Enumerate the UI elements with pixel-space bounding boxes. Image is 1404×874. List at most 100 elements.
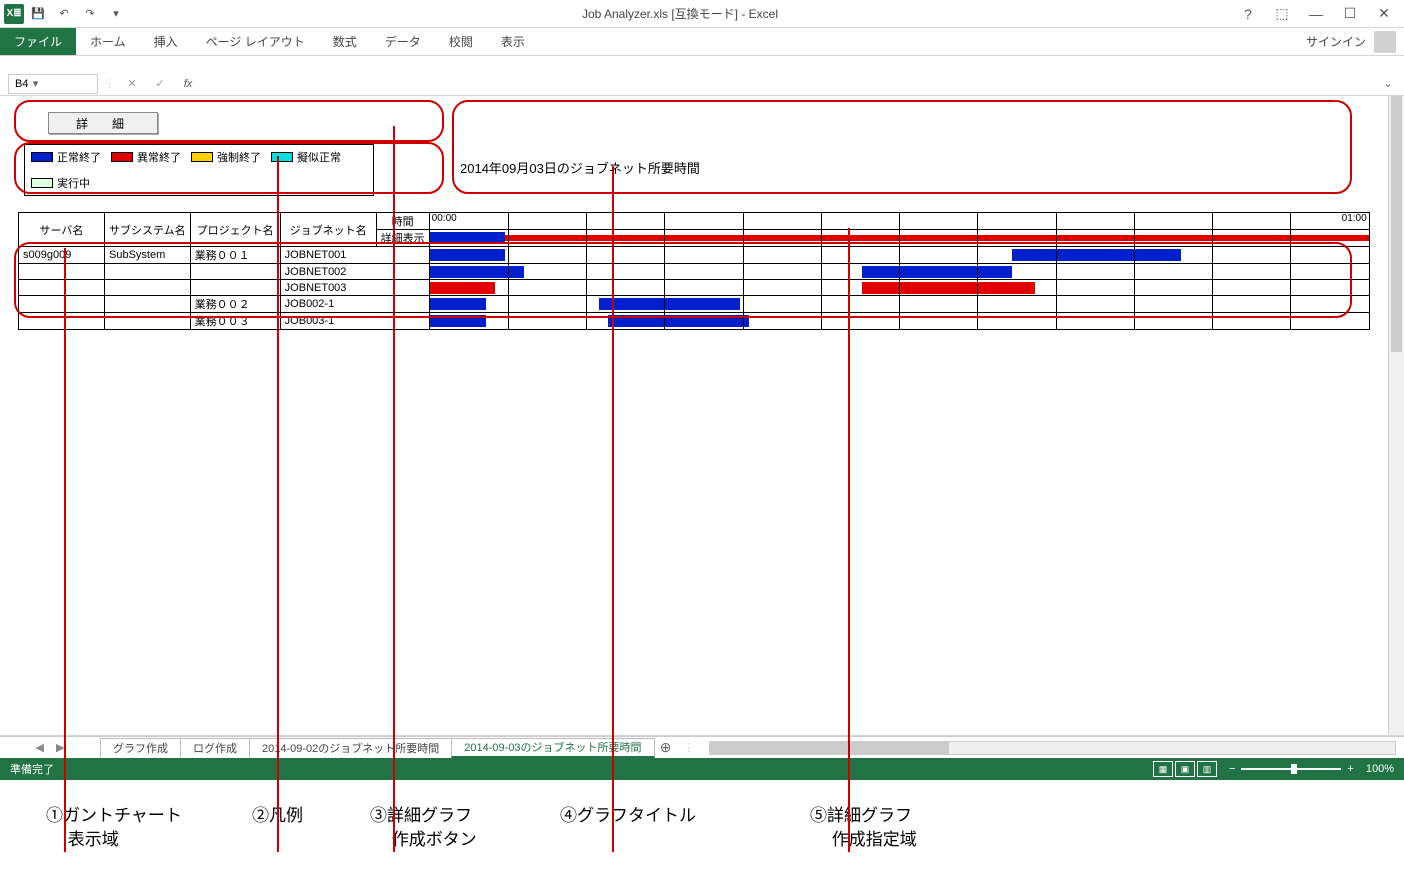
- header-time: 時間: [376, 213, 429, 230]
- cell-project: 業務００１: [190, 247, 280, 264]
- sheet-tab[interactable]: ログ作成: [180, 738, 250, 758]
- gridline: [508, 280, 509, 295]
- timeline-cell: [429, 247, 1369, 264]
- header-subsystem: サブシステム名: [105, 213, 191, 247]
- timeline-header: 00:0001:00: [429, 213, 1369, 230]
- ribbon-tab-data[interactable]: データ: [371, 28, 435, 55]
- legend: 正常終了異常終了強制終了擬似正常実行中: [24, 144, 374, 196]
- formula-expand-icon[interactable]: ⌄: [1380, 77, 1396, 90]
- time-label: 00:00: [432, 213, 457, 224]
- gridline: [899, 230, 900, 246]
- ribbon-tab-view[interactable]: 表示: [487, 28, 539, 55]
- separator: ⋮: [104, 77, 115, 90]
- sheet-tab[interactable]: 2014-09-03のジョブネット所要時間: [451, 738, 654, 758]
- gridline: [977, 264, 978, 279]
- legend-swatch: [31, 178, 53, 188]
- view-normal-button[interactable]: ▦: [1153, 761, 1173, 777]
- table-row: s009g009SubSystem業務００１JOBNET001: [19, 247, 1370, 264]
- gridline: [1134, 313, 1135, 329]
- detail-button[interactable]: 詳 細: [48, 112, 158, 134]
- ribbon-options-button[interactable]: ⬚: [1266, 2, 1298, 26]
- gridline: [1290, 280, 1291, 295]
- cell-subsystem: [105, 264, 191, 280]
- gridline: [586, 313, 587, 329]
- gridline: [1134, 230, 1135, 246]
- gantt-bar: [430, 266, 524, 278]
- minimize-button[interactable]: —: [1300, 2, 1332, 26]
- cell-jobnet: JOBNET003: [280, 280, 429, 296]
- zoom-in-icon[interactable]: +: [1347, 763, 1353, 775]
- undo-button[interactable]: ↶: [52, 2, 76, 26]
- ribbon-tab-formulas[interactable]: 数式: [319, 28, 371, 55]
- gantt-bar: [430, 232, 505, 244]
- vertical-scroll-thumb[interactable]: [1391, 96, 1402, 352]
- title-bar: X≣ 💾 ↶ ↷ ▾ Job Analyzer.xls [互換モード] - Ex…: [0, 0, 1404, 28]
- gridline: [508, 213, 509, 229]
- name-box-dropdown-icon[interactable]: ▾: [28, 77, 42, 90]
- callout-4: ④グラフタイトル: [560, 804, 696, 828]
- gridline: [1056, 280, 1057, 295]
- maximize-button[interactable]: ☐: [1334, 2, 1366, 26]
- cell-jobnet: JOB003-1: [280, 313, 429, 330]
- legend-label: 擬似正常: [297, 149, 341, 165]
- formula-bar: B4 ▾ ⋮ ✕ ✓ fx ⌄: [0, 72, 1404, 96]
- horizontal-scroll-thumb[interactable]: [710, 742, 950, 754]
- close-button[interactable]: ✕: [1368, 2, 1400, 26]
- gridline: [508, 296, 509, 312]
- redo-button[interactable]: ↷: [78, 2, 102, 26]
- horizontal-scrollbar[interactable]: [709, 741, 1396, 755]
- ribbon-tab-home[interactable]: ホーム: [76, 28, 140, 55]
- zoom-out-icon[interactable]: −: [1229, 763, 1235, 775]
- cell-jobnet: JOB002-1: [280, 296, 429, 313]
- name-box[interactable]: B4 ▾: [8, 74, 98, 94]
- help-button[interactable]: ?: [1232, 2, 1264, 26]
- qat-dropdown[interactable]: ▾: [104, 2, 128, 26]
- gantt-bar: [430, 298, 486, 310]
- gridline: [899, 313, 900, 329]
- table-row: 業務００２JOB002-1: [19, 296, 1370, 313]
- signin-link[interactable]: サインイン: [1306, 33, 1366, 50]
- fx-icon[interactable]: fx: [177, 74, 199, 94]
- sheet-tab[interactable]: グラフ作成: [100, 738, 181, 758]
- header-project: プロジェクト名: [190, 213, 280, 247]
- gridline: [664, 264, 665, 279]
- sheet-tabs-row: ◀ ▶ グラフ作成ログ作成2014-09-02のジョブネット所要時間2014-0…: [0, 736, 1404, 758]
- gridline: [899, 247, 900, 263]
- sheet-tab[interactable]: 2014-09-02のジョブネット所要時間: [249, 738, 452, 758]
- legend-label: 正常終了: [57, 149, 101, 165]
- sheet-nav-next-icon[interactable]: ▶: [56, 741, 64, 754]
- enter-formula-icon[interactable]: ✓: [149, 74, 171, 94]
- gridline: [743, 247, 744, 263]
- gridline: [743, 213, 744, 229]
- add-sheet-button[interactable]: ⊕: [654, 739, 678, 756]
- gridline: [1212, 264, 1213, 279]
- avatar-icon[interactable]: [1374, 31, 1396, 53]
- separator: ⋮: [684, 741, 695, 754]
- ribbon-tab-file[interactable]: ファイル: [0, 28, 76, 55]
- sheet-nav-prev-icon[interactable]: ◀: [36, 741, 44, 754]
- ribbon-tab-review[interactable]: 校閲: [435, 28, 487, 55]
- gridline: [899, 264, 900, 279]
- status-ready: 準備完了: [10, 761, 54, 777]
- gridline: [743, 264, 744, 279]
- cancel-formula-icon[interactable]: ✕: [121, 74, 143, 94]
- view-pagelayout-button[interactable]: ▣: [1175, 761, 1195, 777]
- zoom-value[interactable]: 100%: [1366, 763, 1394, 775]
- gridline: [1290, 296, 1291, 312]
- zoom-slider[interactable]: − +: [1229, 763, 1354, 775]
- legend-item: 異常終了: [111, 149, 181, 165]
- save-button[interactable]: 💾: [26, 2, 50, 26]
- gridline: [1056, 213, 1057, 229]
- gridline: [977, 247, 978, 263]
- ribbon-tab-insert[interactable]: 挿入: [140, 28, 192, 55]
- ribbon-tab-pagelayout[interactable]: ページ レイアウト: [192, 28, 319, 55]
- view-pagebreak-button[interactable]: ▥: [1197, 761, 1217, 777]
- window-title: Job Analyzer.xls [互換モード] - Excel: [128, 5, 1232, 22]
- table-row: JOBNET003: [19, 280, 1370, 296]
- formula-input[interactable]: [205, 74, 1374, 94]
- gridline: [977, 230, 978, 246]
- gantt-bar: [862, 266, 1012, 278]
- vertical-scrollbar[interactable]: [1388, 96, 1404, 735]
- timeline-cell: [429, 264, 1369, 280]
- cell-server: [19, 313, 105, 330]
